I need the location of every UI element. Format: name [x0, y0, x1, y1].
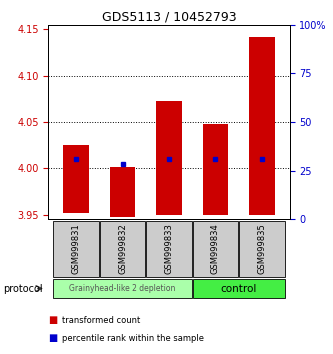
Bar	[193, 279, 285, 298]
Text: Grainyhead-like 2 depletion: Grainyhead-like 2 depletion	[69, 284, 176, 293]
Bar	[100, 221, 145, 277]
Text: transformed count: transformed count	[62, 316, 140, 325]
Text: control: control	[220, 284, 257, 293]
Text: ■: ■	[48, 315, 58, 325]
Bar	[239, 221, 285, 277]
Text: GSM999832: GSM999832	[118, 223, 127, 274]
Bar	[53, 279, 192, 298]
Bar	[249, 37, 275, 215]
Text: GSM999833: GSM999833	[165, 223, 173, 274]
Bar	[53, 221, 99, 277]
Bar	[203, 124, 228, 215]
Title: GDS5113 / 10452793: GDS5113 / 10452793	[102, 11, 236, 24]
Text: GSM999831: GSM999831	[72, 223, 81, 274]
Bar	[146, 221, 192, 277]
Text: ■: ■	[48, 333, 58, 343]
Bar	[156, 101, 182, 215]
Text: GSM999835: GSM999835	[257, 223, 266, 274]
Bar	[110, 167, 135, 217]
Text: protocol: protocol	[3, 284, 43, 293]
Text: percentile rank within the sample: percentile rank within the sample	[62, 333, 203, 343]
Bar	[63, 145, 89, 213]
Bar	[193, 221, 238, 277]
Text: GSM999834: GSM999834	[211, 223, 220, 274]
